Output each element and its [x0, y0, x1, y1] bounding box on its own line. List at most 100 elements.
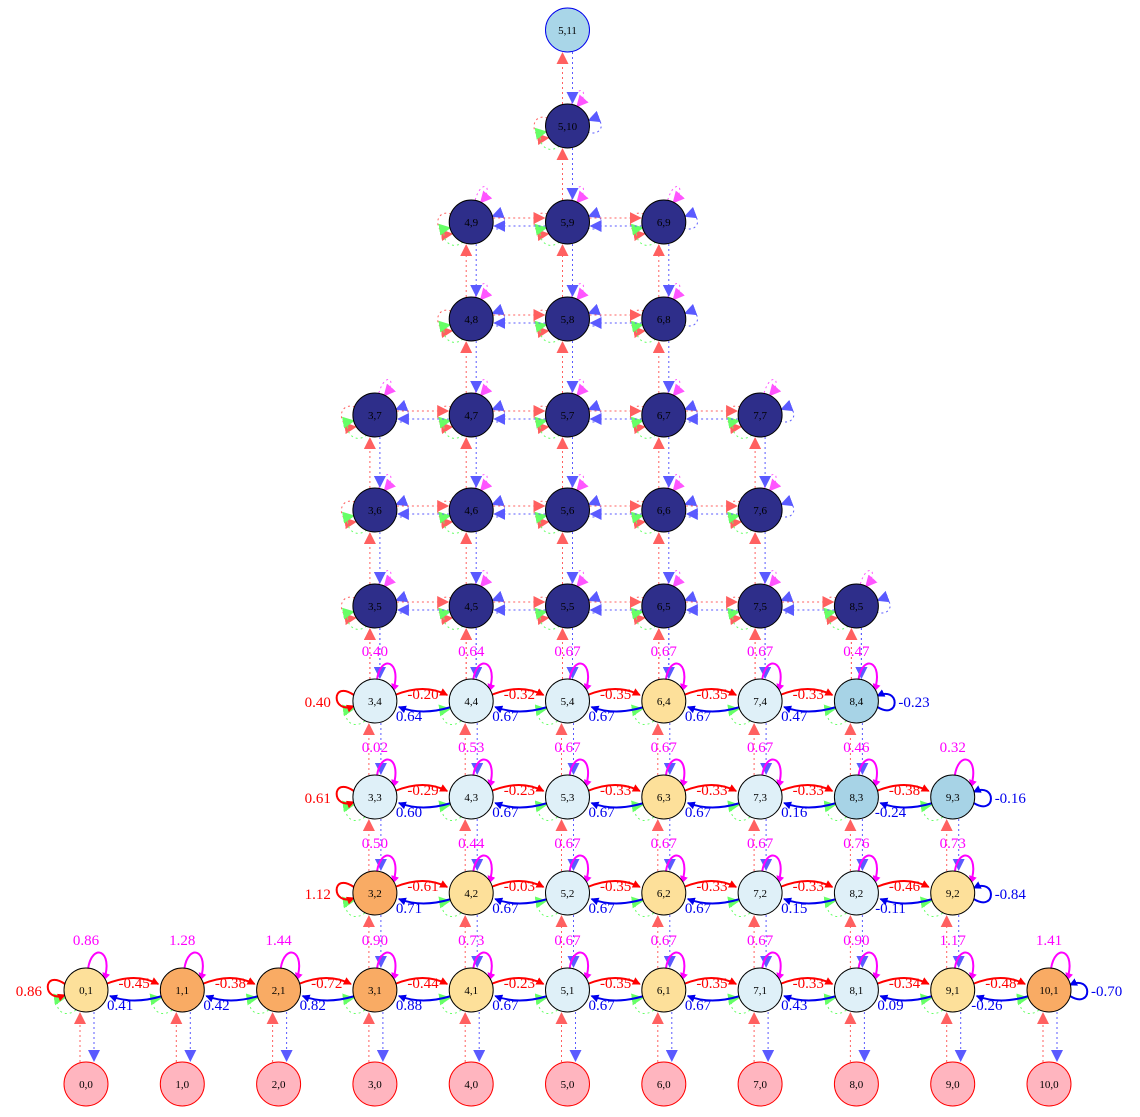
- state-node-circle: [737, 870, 783, 916]
- top-loop-edge: [857, 758, 881, 788]
- backward-edge: [494, 897, 548, 906]
- top-loop-label: 0.64: [458, 644, 485, 660]
- green-loop-edge: [919, 896, 943, 917]
- forward-edge: [105, 977, 160, 985]
- state-node-label: 4,8: [464, 314, 478, 326]
- forward-edge-label: -0.61: [407, 879, 438, 895]
- state-node-circle: [545, 392, 590, 438]
- edge-labels-layer: -0.20 0.64 -0.32 0.67 -0.35 0.67 -0.35 0.67 -0.3…: [16, 644, 1123, 1014]
- state-node: 10,0: [1026, 1061, 1072, 1107]
- state-node-circle: [833, 678, 879, 724]
- state-node: 7,5: [737, 583, 783, 629]
- state-node-label: 3,4: [368, 696, 382, 708]
- top-loop-edge: [568, 854, 592, 884]
- forward-edge: [490, 688, 545, 696]
- state-node-circle: [641, 1061, 687, 1107]
- forward-edge: [587, 688, 641, 696]
- state-node: 1,1: [159, 967, 205, 1013]
- loop-edge: [474, 283, 493, 301]
- state-node: 5,4: [545, 678, 590, 724]
- top-loop-edge: [953, 854, 977, 884]
- forward-edge-label: -0.35: [600, 687, 631, 703]
- state-node-circle: [352, 870, 398, 916]
- backward-edge: [494, 705, 548, 714]
- state-node-circle: [1026, 1061, 1072, 1107]
- state-node-label: 4,6: [464, 505, 478, 517]
- backward-edge-label: 0.67: [685, 998, 712, 1014]
- state-node: 6,2: [641, 870, 687, 916]
- state-node-circle: [833, 1061, 879, 1107]
- state-node: 4,2: [448, 870, 494, 916]
- state-node-circle: [352, 967, 398, 1013]
- backward-edge-label: 0.16: [781, 805, 808, 821]
- loop-edge: [571, 570, 589, 588]
- loop-edge: [474, 186, 493, 204]
- state-node: 0,0: [63, 1061, 109, 1107]
- state-node: 4,7: [448, 392, 494, 438]
- state-node: 2,0: [256, 1061, 302, 1107]
- backward-edge-label: 0.67: [492, 709, 519, 725]
- state-node-label: 4,0: [464, 1079, 478, 1091]
- state-node-label: 10,1: [1039, 985, 1058, 997]
- top-loop-edge: [664, 854, 688, 884]
- green-loop-edge: [631, 704, 655, 725]
- state-node: 3,3: [352, 774, 398, 820]
- state-node: 5,10: [545, 103, 590, 149]
- top-loop-edge: [375, 854, 399, 884]
- state-node-circle: [352, 774, 398, 820]
- forward-edge-label: -0.20: [407, 687, 438, 703]
- backward-edge-label: 0.64: [396, 709, 423, 725]
- left-loop-edge: [335, 689, 355, 713]
- state-node: 6,9: [641, 199, 687, 245]
- backward-edge-label: 0.67: [589, 709, 616, 725]
- state-node-circle: [448, 870, 494, 916]
- state-node: 4,6: [448, 487, 494, 533]
- top-loop-edge: [568, 662, 592, 692]
- state-node-circle: [448, 392, 494, 438]
- green-loop-edge: [438, 704, 462, 725]
- state-node-circle: [641, 967, 687, 1013]
- loop-edge: [667, 474, 685, 492]
- top-loop-edge: [87, 951, 111, 981]
- backward-edge-label: 0.67: [492, 805, 519, 821]
- state-node-label: 9,0: [946, 1079, 960, 1091]
- top-loop-edge: [664, 662, 688, 692]
- state-node: 3,4: [352, 678, 398, 724]
- green-loop-edge: [727, 704, 751, 725]
- loop-edge: [667, 186, 685, 204]
- state-node: 8,1: [833, 967, 879, 1013]
- state-node-label: 7,2: [753, 888, 767, 900]
- backward-edge: [397, 994, 452, 1003]
- state-node-circle: [545, 967, 590, 1013]
- state-node-circle: [930, 774, 976, 820]
- green-loop-edge: [727, 896, 751, 917]
- state-node-circle: [256, 1061, 302, 1107]
- state-node: 7,1: [737, 967, 783, 1013]
- forward-edge-label: -0.33: [600, 783, 631, 799]
- forward-edge-label: -0.46: [889, 879, 921, 895]
- backward-edge: [397, 801, 452, 810]
- state-node: 10,1: [1026, 967, 1072, 1013]
- forward-edge: [490, 977, 545, 985]
- forward-edge-label: -0.33: [793, 976, 824, 992]
- left-loop-label: 0.61: [305, 791, 331, 807]
- backward-edge-label: 0.67: [492, 901, 519, 917]
- right-loop-edge: [972, 881, 992, 904]
- backward-edge: [590, 705, 645, 714]
- state-node-circle: [545, 583, 590, 629]
- state-node-label: 5,6: [561, 505, 575, 517]
- right-loop-label: -0.23: [898, 695, 929, 711]
- state-node-label: 4,5: [464, 601, 478, 613]
- loop-edge: [763, 379, 782, 397]
- state-node-circle: [545, 7, 590, 53]
- loop-edge: [667, 379, 685, 397]
- backward-edge: [590, 801, 645, 810]
- state-node-label: 7,0: [753, 1079, 767, 1091]
- state-node-label: 6,6: [657, 505, 671, 517]
- state-node: 8,4: [833, 678, 879, 724]
- backward-edge: [686, 801, 741, 810]
- state-node-circle: [352, 678, 398, 724]
- left-loop-label: 0.40: [305, 695, 331, 711]
- loop-edge: [571, 379, 589, 397]
